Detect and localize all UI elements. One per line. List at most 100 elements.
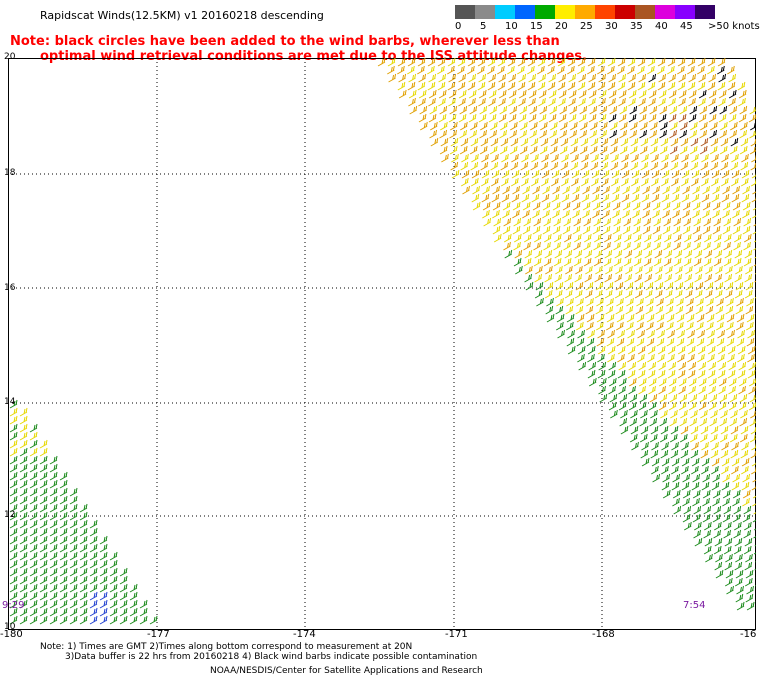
wind-barb [603, 217, 612, 227]
wind-barb [497, 58, 506, 67]
wind-barb [518, 73, 527, 83]
wind-barb [718, 97, 726, 107]
wind-barb [520, 161, 529, 171]
wind-barb [649, 129, 658, 139]
wind-barb [652, 225, 661, 235]
wind-barb [589, 145, 598, 155]
wind-barb [608, 385, 616, 395]
wind-barb [460, 137, 469, 147]
wind-barb [624, 249, 633, 259]
wind-barb [561, 169, 570, 179]
wind-barb [707, 65, 715, 75]
wind-barb [609, 129, 618, 139]
wind-barb [721, 193, 730, 203]
wind-barb [586, 337, 595, 347]
wind-barb [630, 425, 639, 435]
wind-barb [623, 233, 632, 243]
wind-barb [716, 297, 724, 307]
wind-barb [742, 201, 751, 211]
wind-barb [631, 441, 639, 451]
wind-barb [721, 153, 729, 163]
wind-barb [740, 409, 748, 419]
wind-barb [587, 329, 596, 339]
wind-barb [501, 153, 509, 163]
wind-barb [565, 305, 574, 315]
wind-barb [461, 153, 469, 163]
wind-barb [661, 457, 670, 467]
wind-barb [89, 591, 98, 601]
wind-barb [468, 113, 477, 123]
wind-barb [518, 113, 527, 123]
wind-barb [547, 58, 556, 67]
wind-barb [502, 185, 510, 195]
wind-barb [552, 201, 561, 211]
wind-barb [676, 297, 684, 307]
wind-barb [528, 73, 537, 83]
wind-barb [627, 81, 636, 91]
wind-barb [659, 417, 668, 427]
wind-barb [697, 345, 706, 355]
wind-barb [555, 321, 564, 331]
wind-barb [660, 161, 669, 171]
wind-barb [587, 369, 596, 379]
wind-barb [710, 409, 718, 419]
wind-barb [408, 97, 416, 107]
wind-barb [754, 280, 756, 283]
wind-barb [448, 113, 457, 123]
wind-barb [664, 273, 673, 283]
wind-barb [678, 73, 687, 83]
wind-barb [648, 89, 657, 99]
wind-barb [674, 289, 683, 299]
wind-barb [647, 353, 655, 363]
wind-barb [39, 479, 48, 489]
wind-barb [587, 58, 596, 67]
colorbar-label: 30 [605, 21, 618, 32]
wind-barb [19, 535, 28, 545]
wind-barb [79, 575, 88, 585]
wind-barb [417, 65, 425, 75]
wind-barb [671, 457, 680, 467]
wind-barb [661, 481, 670, 491]
wind-barb [665, 305, 674, 315]
wind-barb [698, 73, 707, 83]
wind-barb [627, 369, 636, 379]
wind-barb [704, 537, 713, 547]
wind-barb [711, 481, 720, 491]
wind-barb [599, 105, 608, 115]
wind-barb [693, 529, 702, 539]
wind-barb [679, 121, 688, 131]
pass-time-left: 9:29 [2, 600, 25, 611]
wind-barb [563, 241, 571, 251]
wind-barb [407, 65, 415, 75]
wind-barb [605, 321, 614, 331]
wind-barb [498, 113, 507, 123]
wind-barb [469, 129, 478, 139]
wind-barb [713, 233, 722, 243]
wind-barb [719, 417, 728, 427]
wind-barb [645, 281, 654, 291]
wind-barb [696, 337, 705, 347]
wind-barb [29, 463, 38, 473]
wind-barb [678, 377, 687, 387]
wind-barb [683, 233, 692, 243]
wind-barb [99, 551, 108, 561]
wind-barb [448, 89, 457, 99]
wind-barb [561, 193, 570, 203]
wind-barb [658, 113, 667, 123]
wind-barb [715, 569, 724, 579]
wind-barb [754, 256, 756, 259]
grid-lines [8, 58, 756, 630]
wind-barb [661, 193, 670, 203]
wind-barb [522, 185, 530, 195]
wind-barb [647, 81, 656, 91]
wind-barb [743, 233, 752, 243]
wind-barb [629, 105, 638, 115]
wind-barb [636, 313, 645, 323]
wind-barb [459, 145, 468, 155]
wind-barb [682, 489, 691, 499]
wind-barb [119, 591, 128, 601]
wind-barb [119, 583, 128, 593]
wind-barb [607, 353, 615, 363]
wind-barb [512, 201, 521, 211]
wind-barb [701, 153, 709, 163]
